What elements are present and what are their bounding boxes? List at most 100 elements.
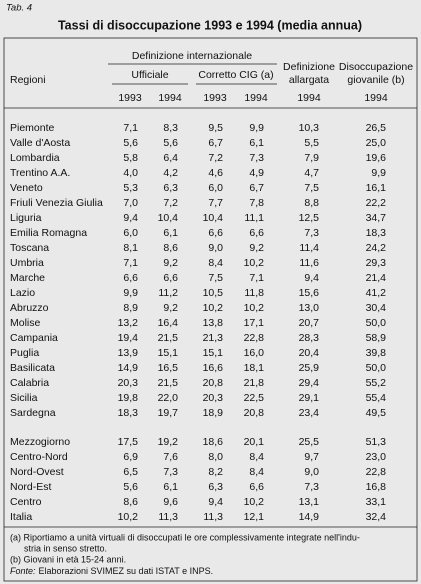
column-header: giovanile (b) bbox=[347, 74, 404, 86]
cell-value: 7,3 bbox=[304, 481, 319, 493]
year-header: 1994 bbox=[297, 92, 321, 104]
footnote: (a) Riportiamo a unità virtuali di disoc… bbox=[10, 532, 360, 542]
cell-value: 9,0 bbox=[304, 466, 319, 478]
region-name: Liguria bbox=[10, 212, 42, 224]
column-header: Disoccupazione bbox=[339, 61, 413, 73]
cell-value: 55,2 bbox=[366, 377, 387, 389]
cell-value: 8,1 bbox=[123, 242, 138, 254]
cell-value: 10,2 bbox=[244, 496, 265, 508]
cell-value: 6,1 bbox=[249, 137, 264, 149]
year-header: 1994 bbox=[364, 92, 388, 104]
source-label: Fonte: bbox=[10, 566, 36, 576]
cell-value: 6,6 bbox=[163, 272, 178, 284]
cell-value: 13,2 bbox=[118, 317, 139, 329]
cell-value: 10,2 bbox=[244, 302, 265, 314]
cell-value: 49,5 bbox=[366, 407, 387, 419]
year-header: 1993 bbox=[118, 92, 142, 104]
source-text: Elaborazioni SVIMEZ su dati ISTAT e INPS… bbox=[39, 566, 214, 576]
cell-value: 8,6 bbox=[123, 496, 138, 508]
cell-value: 8,9 bbox=[123, 302, 138, 314]
cell-value: 10,2 bbox=[244, 257, 265, 269]
cell-value: 6,7 bbox=[249, 182, 264, 194]
cell-value: 14,9 bbox=[118, 362, 139, 374]
cell-value: 15,6 bbox=[299, 287, 320, 299]
cell-value: 12,1 bbox=[244, 511, 265, 523]
cell-value: 11,6 bbox=[299, 257, 319, 269]
column-header: Ufficiale bbox=[131, 69, 168, 81]
cell-value: 20,8 bbox=[203, 377, 224, 389]
cell-value: 5,3 bbox=[123, 182, 138, 194]
cell-value: 24,2 bbox=[366, 242, 387, 254]
cell-value: 21,5 bbox=[158, 332, 179, 344]
cell-value: 5,6 bbox=[123, 481, 138, 493]
cell-value: 15,1 bbox=[158, 347, 179, 359]
cell-value: 41,2 bbox=[366, 287, 387, 299]
cell-value: 28,3 bbox=[299, 332, 320, 344]
cell-value: 6,5 bbox=[123, 466, 138, 478]
cell-value: 8,6 bbox=[163, 242, 178, 254]
region-name: Calabria bbox=[10, 377, 49, 389]
cell-value: 8,3 bbox=[163, 122, 178, 134]
cell-value: 9,6 bbox=[163, 496, 178, 508]
cell-value: 8,2 bbox=[208, 466, 223, 478]
cell-value: 7,2 bbox=[163, 197, 178, 209]
cell-value: 11,4 bbox=[299, 242, 319, 254]
region-name: Basilicata bbox=[10, 362, 55, 374]
cell-value: 10,3 bbox=[299, 122, 320, 134]
cell-value: 20,7 bbox=[299, 317, 320, 329]
cell-value: 13,8 bbox=[203, 317, 224, 329]
cell-value: 20,3 bbox=[203, 392, 224, 404]
cell-value: 8,8 bbox=[304, 197, 319, 209]
cell-value: 10,2 bbox=[203, 302, 224, 314]
cell-value: 18,3 bbox=[118, 407, 139, 419]
cell-value: 13,1 bbox=[299, 496, 320, 508]
cell-value: 7,3 bbox=[304, 227, 319, 239]
cell-value: 16,6 bbox=[203, 362, 224, 374]
cell-value: 50,0 bbox=[366, 317, 387, 329]
cell-value: 19,8 bbox=[118, 392, 139, 404]
cell-value: 21,8 bbox=[244, 377, 265, 389]
cell-value: 39,8 bbox=[366, 347, 387, 359]
region-name: Toscana bbox=[10, 242, 49, 254]
cell-value: 22,0 bbox=[158, 392, 179, 404]
cell-value: 7,5 bbox=[304, 182, 319, 194]
region-name: Marche bbox=[10, 272, 45, 284]
region-name: Nord-Ovest bbox=[10, 466, 64, 478]
cell-value: 6,3 bbox=[163, 182, 178, 194]
cell-value: 13,9 bbox=[118, 347, 139, 359]
region-name: Valle d'Aosta bbox=[10, 137, 70, 149]
column-header: Regioni bbox=[10, 74, 46, 86]
cell-value: 11,1 bbox=[244, 212, 264, 224]
cell-value: 6,7 bbox=[208, 137, 223, 149]
cell-value: 50,0 bbox=[366, 362, 387, 374]
cell-value: 20,3 bbox=[118, 377, 139, 389]
cell-value: 6,1 bbox=[163, 481, 178, 493]
column-header: Definizione bbox=[283, 61, 335, 73]
cell-value: 6,3 bbox=[208, 481, 223, 493]
region-name: Puglia bbox=[10, 347, 39, 359]
cell-value: 7,8 bbox=[249, 197, 264, 209]
column-header: Corretto CIG (a) bbox=[198, 69, 273, 81]
region-name: Trentino A.A. bbox=[10, 167, 70, 179]
footnote: stria in senso stretto. bbox=[24, 543, 107, 553]
region-name: Friuli Venezia Giulia bbox=[10, 197, 103, 209]
cell-value: 20,4 bbox=[299, 347, 320, 359]
cell-value: 6,0 bbox=[208, 182, 223, 194]
region-name: Italia bbox=[10, 511, 32, 523]
cell-value: 10,2 bbox=[118, 511, 139, 523]
table-label: Tab. 4 bbox=[6, 3, 32, 14]
cell-value: 5,8 bbox=[123, 152, 138, 164]
region-name: Mezzogiorno bbox=[10, 436, 70, 448]
cell-value: 23,0 bbox=[366, 451, 387, 463]
cell-value: 7,2 bbox=[208, 152, 223, 164]
region-name: Molise bbox=[10, 317, 41, 329]
cell-value: 4,9 bbox=[249, 167, 264, 179]
cell-value: 4,7 bbox=[304, 167, 319, 179]
region-name: Campania bbox=[10, 332, 58, 344]
cell-value: 9,9 bbox=[371, 167, 386, 179]
cell-value: 7,5 bbox=[208, 272, 223, 284]
cell-value: 33,1 bbox=[366, 496, 387, 508]
cell-value: 58,9 bbox=[366, 332, 387, 344]
cell-value: 7,3 bbox=[249, 152, 264, 164]
